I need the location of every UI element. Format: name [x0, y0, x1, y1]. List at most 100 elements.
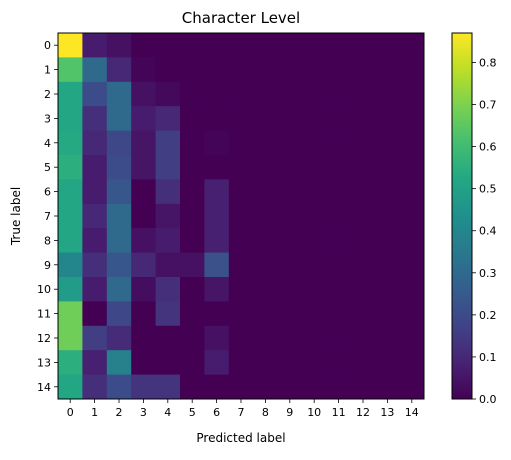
heatmap-cell-r2-c7 [228, 81, 254, 107]
heatmap-cell-r4-c9 [277, 130, 303, 156]
heatmap-cell-r7-c7 [228, 203, 254, 229]
heatmap-cell-r3-c3 [131, 106, 157, 132]
heatmap-cell-r9-c11 [326, 252, 352, 278]
heatmap-cell-r0-c0 [58, 33, 83, 58]
heatmap-cell-r7-c3 [131, 203, 157, 229]
heatmap-cell-r9-c12 [350, 252, 376, 278]
x-tick-label: 6 [213, 406, 220, 419]
heatmap-cell-r12-c13 [375, 325, 401, 351]
heatmap-cell-r0-c6 [204, 33, 230, 58]
y-axis-label: True label [9, 187, 23, 246]
heatmap-cell-r8-c7 [228, 228, 254, 254]
heatmap-cell-r8-c10 [302, 228, 327, 254]
heatmap-cell-r5-c1 [82, 155, 108, 180]
heatmap-cell-r7-c8 [253, 203, 279, 229]
heatmap-cell-r11-c3 [131, 301, 157, 327]
heatmap-cell-r1-c11 [326, 57, 352, 83]
heatmap-cell-r11-c8 [253, 301, 279, 327]
heatmap-cell-r14-c5 [180, 374, 205, 400]
x-ticks: 0 1 2 3 4 5 6 7 8 9 10 11 12 13 14 [67, 399, 419, 419]
y-tick-label: 11 [37, 308, 51, 321]
heatmap-cell-r14-c2 [106, 374, 132, 400]
heatmap-cell-r9-c4 [155, 252, 181, 278]
heatmap-cell-r11-c14 [399, 301, 425, 327]
heatmap-cell-r2-c12 [350, 81, 376, 107]
heatmap-cell-r10-c0 [58, 277, 83, 302]
heatmap-cell-r13-c12 [350, 350, 376, 376]
heatmap-cell-r5-c9 [277, 155, 303, 180]
heatmap-cell-r8-c6 [204, 228, 230, 254]
heatmap-cell-r1-c0 [58, 57, 83, 83]
heatmap-cell-r10-c13 [375, 277, 401, 302]
heatmap-cell-r10-c7 [228, 277, 254, 302]
heatmap-cell-r1-c7 [228, 57, 254, 83]
colorbar-tick-label: 0.6 [479, 141, 497, 154]
heatmap-cell-r9-c10 [302, 252, 327, 278]
heatmap-cell-r4-c5 [180, 130, 205, 156]
heatmap-cell-r3-c5 [180, 106, 205, 132]
heatmap-cell-r12-c2 [106, 325, 132, 351]
heatmap-cell-r5-c4 [155, 155, 181, 180]
heatmap-cell-r9-c1 [82, 252, 108, 278]
heatmap-cell-r0-c13 [375, 33, 401, 58]
heatmap-cell-r4-c2 [106, 130, 132, 156]
heatmap-cell-r13-c7 [228, 350, 254, 376]
heatmap-cell-r3-c7 [228, 106, 254, 132]
x-tick-label: 3 [140, 406, 147, 419]
heatmap-cell-r3-c0 [58, 106, 83, 132]
heatmap-cell-r6-c9 [277, 179, 303, 205]
heatmap-cell-r5-c7 [228, 155, 254, 180]
heatmap-cell-r10-c14 [399, 277, 425, 302]
heatmap-cell-r6-c1 [82, 179, 108, 205]
heatmap-cell-r1-c3 [131, 57, 157, 83]
heatmap-cell-r5-c6 [204, 155, 230, 180]
heatmap-cell-r13-c4 [155, 350, 181, 376]
heatmap-cell-r13-c1 [82, 350, 108, 376]
heatmap-cell-r0-c12 [350, 33, 376, 58]
y-tick-label: 5 [44, 161, 51, 174]
heatmap-cell-r3-c4 [155, 106, 181, 132]
heatmap-cell-r5-c14 [399, 155, 425, 180]
heatmap-cell-r7-c0 [58, 203, 83, 229]
heatmap-cell-r0-c4 [155, 33, 181, 58]
colorbar-tick-label: 0.2 [479, 309, 497, 322]
heatmap-cell-r2-c2 [106, 81, 132, 107]
heatmap-cell-r13-c2 [106, 350, 132, 376]
heatmap-cell-r9-c6 [204, 252, 230, 278]
heatmap-cell-r8-c14 [399, 228, 425, 254]
heatmap-cell-r0-c10 [302, 33, 327, 58]
heatmap-cell-r10-c3 [131, 277, 157, 302]
x-tick-label: 10 [307, 406, 321, 419]
heatmap-cell-r12-c7 [228, 325, 254, 351]
heatmap-cell-r11-c6 [204, 301, 230, 327]
heatmap-cell-r2-c5 [180, 81, 205, 107]
heatmap-cell-r12-c0 [58, 325, 83, 351]
x-tick-label: 2 [116, 406, 123, 419]
heatmap-cell-r2-c8 [253, 81, 279, 107]
chart-title: Character Level [182, 9, 300, 27]
heatmap-cell-r8-c12 [350, 228, 376, 254]
colorbar-tick-label: 0.5 [479, 183, 497, 196]
y-tick-label: 3 [44, 112, 51, 125]
heatmap-cell-r7-c12 [350, 203, 376, 229]
heatmap-cell-r7-c10 [302, 203, 327, 229]
heatmap-cell-r0-c5 [180, 33, 205, 58]
heatmap-cell-r4-c7 [228, 130, 254, 156]
heatmap-cell-r7-c9 [277, 203, 303, 229]
x-tick-label: 13 [380, 406, 394, 419]
heatmap-cell-r13-c8 [253, 350, 279, 376]
heatmap-cell-r8-c8 [253, 228, 279, 254]
heatmap-cell-r3-c13 [375, 106, 401, 132]
heatmap-cell-r0-c1 [82, 33, 108, 58]
x-tick-label: 0 [67, 406, 74, 419]
heatmap-cell-r13-c0 [58, 350, 83, 376]
heatmap-cell-r13-c11 [326, 350, 352, 376]
heatmap-cell-r11-c5 [180, 301, 205, 327]
heatmap-cell-r4-c6 [204, 130, 230, 156]
heatmap-cell-r14-c13 [375, 374, 401, 400]
heatmap-cell-r7-c4 [155, 203, 181, 229]
heatmap-cell-r5-c0 [58, 155, 83, 180]
heatmap-cell-r2-c4 [155, 81, 181, 107]
heatmap-cell-r12-c12 [350, 325, 376, 351]
